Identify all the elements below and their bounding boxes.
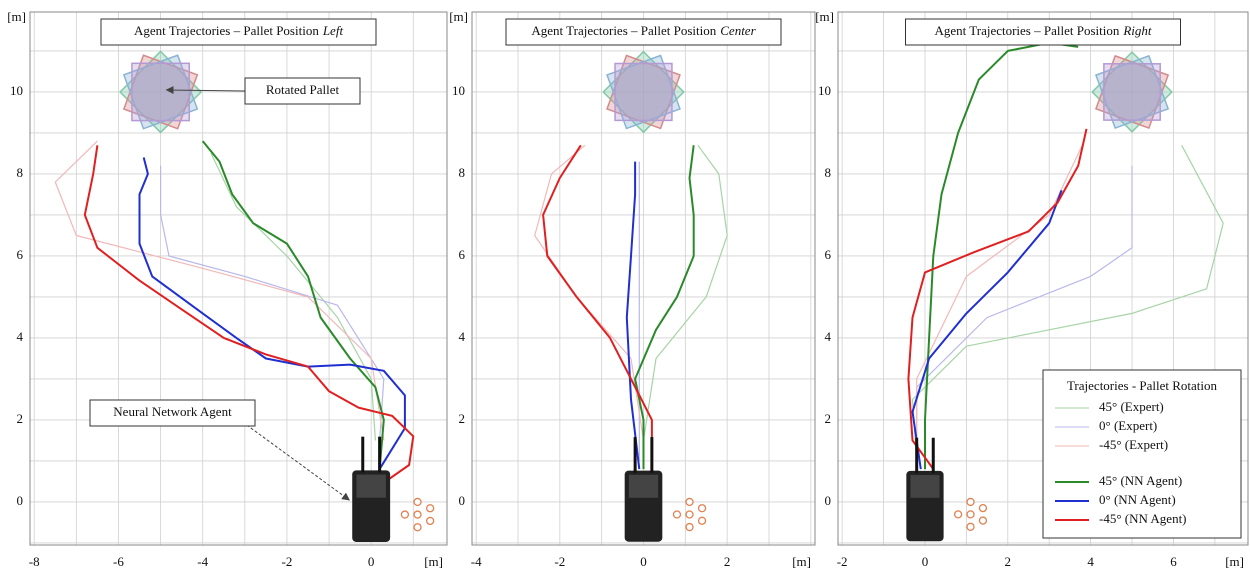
nn-icon-node (979, 517, 986, 524)
title-main: Agent Trajectories – Pallet Position (531, 23, 716, 38)
figure: -8 -6 -4 -2 0 0 2 4 6 8 10 [m] [m] Agent Trajectories… (0, 0, 1250, 572)
nn-icon-node (414, 511, 421, 518)
trajectory (627, 162, 640, 470)
y-tick-label: 2 (17, 411, 24, 426)
x-tick-label: -2 (837, 554, 848, 569)
title-emphasis: Right (1122, 23, 1152, 38)
legend-label: -45° (NN Agent) (1099, 511, 1187, 526)
y-tick-label: 6 (17, 247, 24, 262)
nn-icon-node (414, 498, 421, 505)
x-tick-label: 4 (1087, 554, 1094, 569)
y-tick-label: 0 (17, 493, 24, 508)
pallet-square (132, 63, 189, 120)
title-emphasis: Left (322, 23, 344, 38)
title-emphasis: Center (720, 23, 756, 38)
pallet (1092, 52, 1172, 132)
y-tick-label: 2 (459, 411, 466, 426)
nn-icon-node (686, 498, 693, 505)
y-tick-label: 6 (825, 247, 832, 262)
pallet (120, 51, 201, 132)
annotation-arrow (247, 425, 349, 500)
y-tick-label: 10 (452, 83, 465, 98)
y-axis-label: [m] (7, 9, 26, 24)
annotation: Rotated Pallet (266, 82, 340, 97)
y-tick-label: 8 (17, 165, 24, 180)
y-tick-label: 4 (459, 329, 466, 344)
pallet-square (1104, 64, 1160, 120)
x-tick-label: 2 (1005, 554, 1012, 569)
nn-icon-node (686, 511, 693, 518)
panel: -2 0 2 4 6 0 2 4 6 8 10 [m] [m] Agent Trajectories – … (815, 9, 1248, 569)
trajectory (85, 145, 414, 485)
nn-icon-node (979, 505, 986, 512)
panel: -4 -2 0 2 0 2 4 6 8 10 [m] [m] Agent Trajectories – … (449, 9, 815, 569)
panel: -8 -6 -4 -2 0 0 2 4 6 8 10 [m] [m] Agent Trajectories… (7, 9, 447, 569)
nn-icon-node (699, 517, 706, 524)
x-tick-label: -2 (554, 554, 565, 569)
x-tick-label: -4 (471, 554, 482, 569)
legend-label: 0° (Expert) (1099, 418, 1157, 433)
y-tick-label: 10 (10, 83, 23, 98)
legend-title: Trajectories - Pallet Rotation (1067, 378, 1218, 393)
legend-label: -45° (Expert) (1099, 437, 1168, 452)
y-tick-label: 0 (459, 493, 466, 508)
agent (352, 437, 433, 542)
x-tick-label: 2 (724, 554, 731, 569)
x-tick-label: -4 (197, 554, 208, 569)
nn-icon-node (967, 523, 974, 530)
trajectory (161, 166, 384, 441)
x-axis-label: [m] (424, 554, 443, 569)
x-tick-label: -8 (29, 554, 40, 569)
chart-title: Agent Trajectories – Pallet Position Cent… (531, 23, 756, 38)
nn-icon-node (673, 511, 680, 518)
agent-top (910, 475, 939, 498)
y-tick-label: 6 (459, 247, 466, 262)
trajectory (913, 190, 1062, 469)
pallet (603, 52, 683, 132)
nn-icon-node (967, 511, 974, 518)
title-main: Agent Trajectories – Pallet Position (934, 23, 1119, 38)
y-tick-label: 8 (459, 165, 466, 180)
y-tick-label: 8 (825, 165, 832, 180)
agent-top (356, 475, 385, 498)
x-axis-label: [m] (1225, 554, 1244, 569)
x-tick-label: -6 (113, 554, 124, 569)
agent-top (629, 475, 658, 498)
title-main: Agent Trajectories – Pallet Position (134, 23, 319, 38)
nn-icon-node (427, 517, 434, 524)
y-tick-label: 10 (818, 83, 831, 98)
nn-icon-node (967, 498, 974, 505)
x-tick-label: 0 (368, 554, 375, 569)
nn-icon-node (699, 505, 706, 512)
legend-label: 45° (NN Agent) (1099, 473, 1182, 488)
annotation: Neural Network Agent (113, 404, 232, 419)
pallet-square (615, 64, 672, 121)
y-axis-label: [m] (815, 9, 834, 24)
nn-icon-node (414, 524, 421, 531)
nn-icon-node (686, 524, 693, 531)
y-tick-label: 4 (17, 329, 24, 344)
nn-icon-node (955, 511, 962, 518)
x-tick-label: 0 (922, 554, 929, 569)
legend-label: 0° (NN Agent) (1099, 492, 1176, 507)
trajectory (55, 141, 384, 440)
y-tick-label: 2 (825, 411, 832, 426)
trajectory (535, 145, 644, 440)
nn-icon-node (401, 511, 408, 518)
y-tick-label: 0 (825, 493, 832, 508)
x-tick-label: 0 (640, 554, 647, 569)
legend-label: 45° (Expert) (1099, 399, 1164, 414)
x-tick-label: 6 (1170, 554, 1177, 569)
x-axis-label: [m] (792, 554, 811, 569)
y-tick-label: 4 (825, 329, 832, 344)
x-tick-label: -2 (282, 554, 293, 569)
nn-icon-node (427, 505, 434, 512)
y-axis-label: [m] (449, 9, 468, 24)
